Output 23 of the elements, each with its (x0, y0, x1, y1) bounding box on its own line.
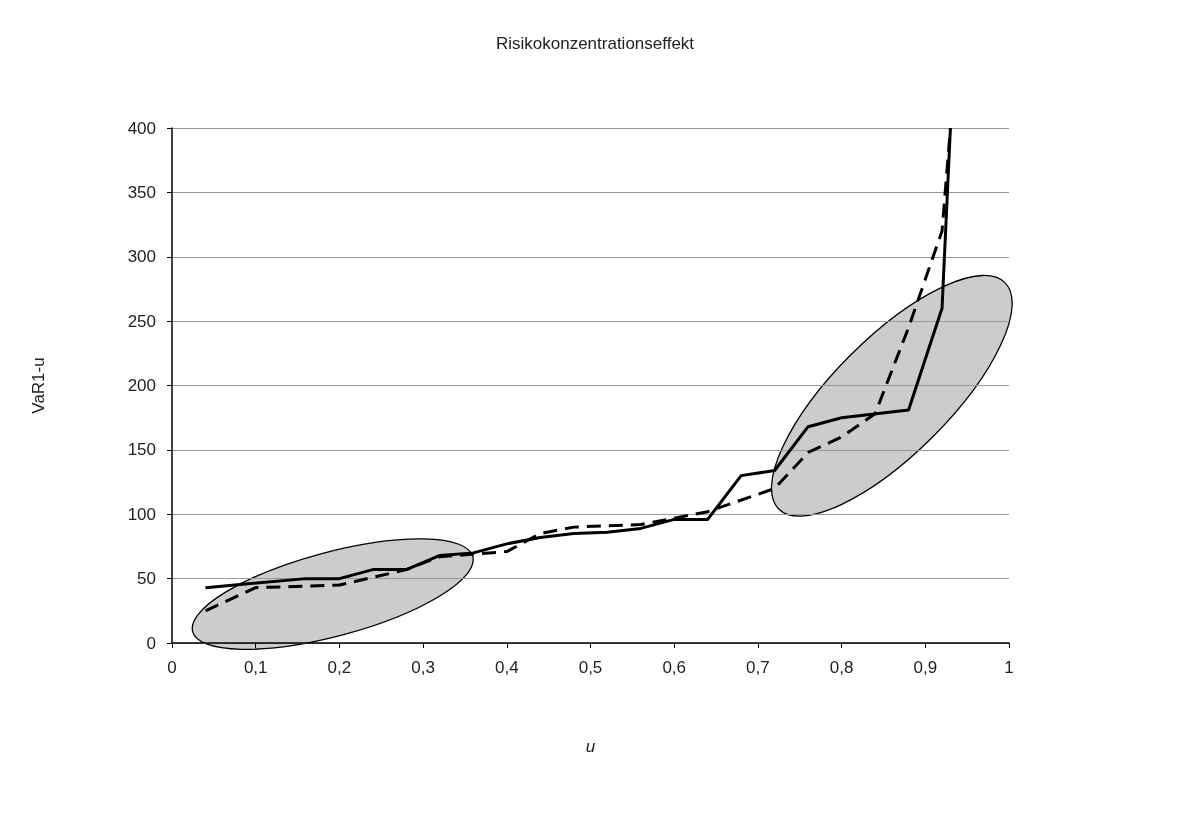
y-tick-label: 350 (127, 182, 156, 202)
x-tick-label: 0,3 (411, 658, 435, 677)
y-tick-label: 50 (137, 569, 156, 589)
x-tick-label: 0,9 (913, 658, 938, 677)
chart-title: Risikokonzentrationseffekt (495, 34, 695, 53)
y-tick-label: 300 (127, 247, 156, 267)
y-tick-label: 200 (127, 376, 156, 395)
x-tick-label: 0,5 (578, 658, 603, 677)
x-tick-label: 1 (1004, 658, 1014, 677)
x-tick-label: 0,2 (327, 658, 352, 677)
x-tick-label: 0 (167, 658, 177, 677)
x-tick-label: 0,8 (829, 658, 854, 677)
y-tick-label: 150 (127, 440, 156, 460)
x-tick-label: 0,7 (746, 658, 770, 677)
y-tick-label: 0 (146, 633, 156, 653)
y-tick-label: 400 (127, 118, 156, 138)
x-tick-label: 0,6 (662, 658, 687, 677)
x-tick-label: 0,4 (494, 658, 519, 677)
x-tick-label: 0,1 (243, 658, 268, 677)
y-tick-label: 100 (127, 504, 156, 524)
y-axis-title: VaR1-u (29, 357, 48, 414)
x-axis-title: u (585, 737, 596, 756)
y-tick-label: 250 (127, 311, 156, 331)
